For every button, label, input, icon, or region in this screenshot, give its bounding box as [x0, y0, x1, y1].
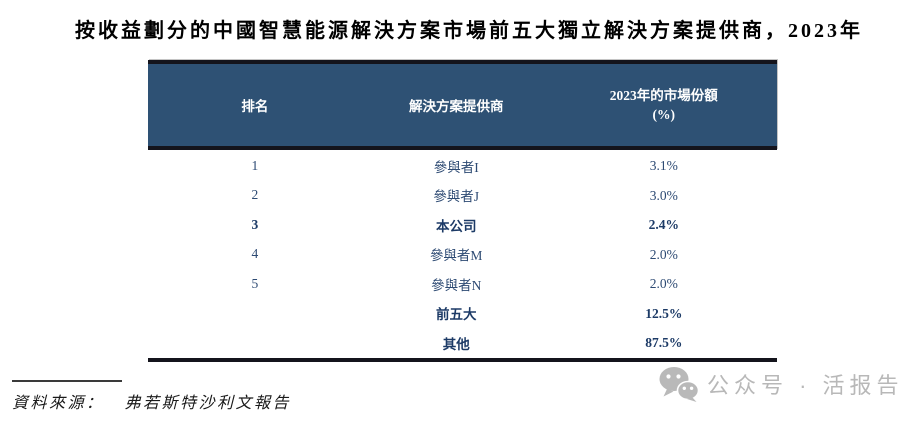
cell-share: 2.0% — [649, 246, 678, 262]
cell-provider: 其他 — [442, 336, 470, 352]
cell-provider: 本公司 — [435, 218, 477, 234]
table-row-company: 3 本公司 2.4% — [148, 210, 777, 240]
header-share-line1: 2023年的市場份額 — [609, 88, 718, 103]
wechat-icon — [659, 367, 699, 402]
cell-provider: 參與者N — [431, 277, 482, 293]
cell-provider: 參與者I — [433, 159, 479, 175]
cell-share: 2.0% — [649, 276, 678, 292]
header-rank: 排名 — [241, 99, 269, 114]
footnote-divider — [12, 380, 122, 382]
cell-rank: 1 — [251, 157, 259, 173]
cell-share: 3.1% — [649, 158, 678, 174]
cell-rank: 4 — [251, 246, 259, 262]
header-provider: 解決方案提供商 — [408, 99, 504, 114]
cell-share: 87.5% — [645, 335, 683, 351]
cell-rank: 5 — [251, 275, 259, 291]
cell-provider: 參與者J — [433, 189, 480, 205]
watermark-text: 公众号 · 活报告 — [707, 373, 904, 398]
cell-share: 12.5% — [645, 305, 683, 321]
watermark: 公众号 · 活报告 — [659, 366, 904, 402]
table-row: 5 參與者N 2.0% — [148, 269, 777, 299]
source-value: 弗若斯特沙利文報告 — [124, 395, 292, 412]
cell-rank: 2 — [251, 187, 259, 203]
market-share-table: 排名 解決方案提供商 2023年的市場份額 (%) 1 參與者I 3.1% 2 … — [148, 60, 777, 362]
table-row: 4 參與者M 2.0% — [148, 240, 777, 270]
table-row-others: 其他 87.5% — [148, 328, 777, 358]
header-share-line2: (%) — [652, 107, 676, 122]
table-header: 排名 解決方案提供商 2023年的市場份額 (%) — [148, 60, 777, 150]
source-note: 資料來源： 弗若斯特沙利文報告 — [12, 389, 291, 413]
cell-provider: 參與者M — [429, 248, 483, 264]
header-share: 2023年的市場份額 (%) — [551, 86, 777, 124]
cell-share: 2.4% — [648, 217, 679, 233]
table-row: 2 參與者J 3.0% — [148, 181, 777, 211]
cell-provider: 前五大 — [435, 307, 477, 323]
table-body: 1 參與者I 3.1% 2 參與者J 3.0% 3 本公司 2.4% 4 參與者… — [148, 150, 777, 362]
source-label: 資料來源： — [12, 395, 105, 412]
cell-share: 3.0% — [649, 187, 678, 203]
table-row: 1 參與者I 3.1% — [148, 151, 777, 181]
table-row-top5-total: 前五大 12.5% — [148, 299, 777, 329]
page-title: 按收益劃分的中國智慧能源解決方案市場前五大獨立解決方案提供商，2023年 — [75, 20, 863, 42]
cell-rank: 3 — [251, 216, 259, 232]
